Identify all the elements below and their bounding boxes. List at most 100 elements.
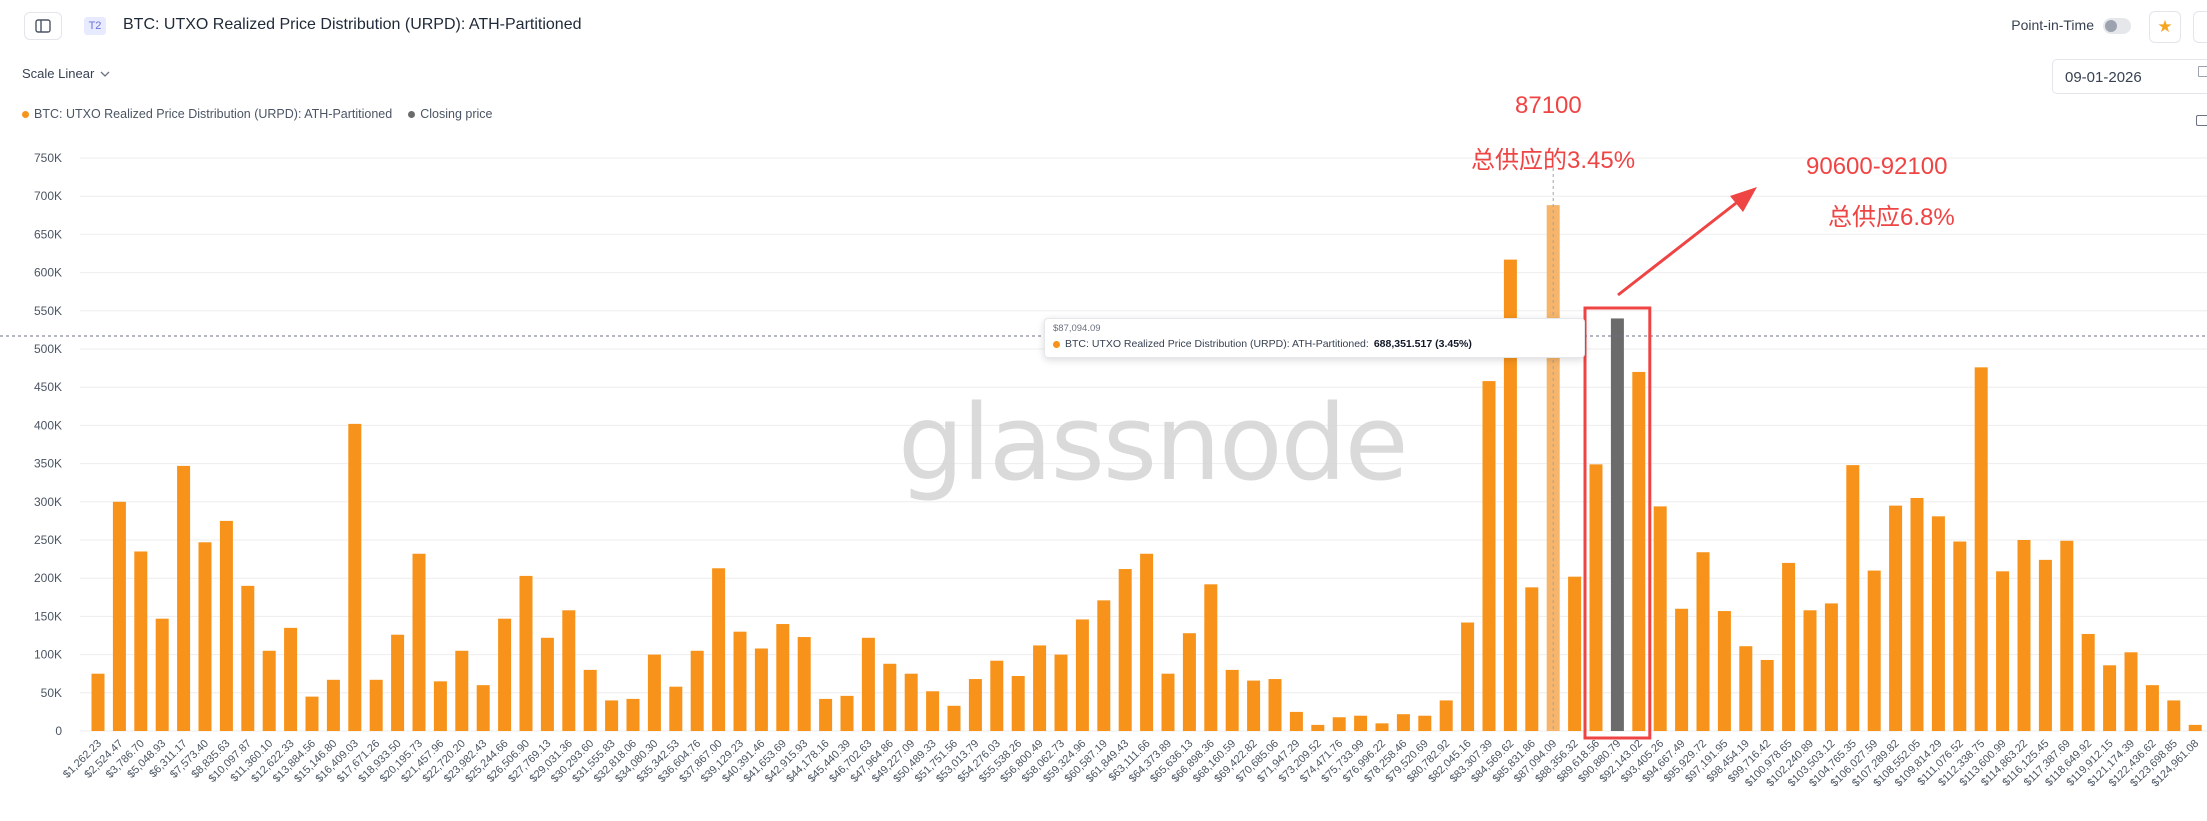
camera-icon[interactable] — [2196, 115, 2207, 126]
bar[interactable] — [797, 637, 811, 731]
bar[interactable] — [2167, 700, 2181, 731]
bar[interactable] — [947, 705, 961, 731]
bar[interactable] — [1354, 715, 1368, 731]
share-button[interactable] — [2193, 11, 2207, 43]
bar[interactable] — [326, 679, 340, 731]
bar[interactable] — [990, 660, 1004, 731]
bar[interactable] — [1225, 669, 1239, 731]
bar[interactable] — [1632, 371, 1646, 731]
bar[interactable] — [1760, 659, 1774, 731]
favorite-button[interactable]: ★ — [2149, 11, 2181, 43]
bar[interactable] — [1396, 714, 1410, 731]
bar[interactable] — [412, 553, 426, 731]
bar[interactable] — [2145, 685, 2159, 731]
bar[interactable] — [626, 698, 640, 731]
bar[interactable] — [583, 669, 597, 731]
bar[interactable] — [2038, 559, 2052, 731]
legend-item-closing-price[interactable]: Closing price — [408, 107, 492, 121]
bar[interactable] — [647, 654, 661, 731]
scale-dropdown[interactable]: Scale Linear — [22, 66, 110, 81]
bar[interactable] — [904, 673, 918, 731]
bar[interactable] — [1033, 645, 1047, 731]
bar[interactable] — [498, 618, 512, 731]
bar[interactable] — [112, 501, 126, 731]
bar[interactable] — [1803, 610, 1817, 731]
bar[interactable] — [819, 698, 833, 731]
bar[interactable] — [776, 624, 790, 731]
bar[interactable] — [1503, 259, 1517, 731]
bar[interactable] — [1097, 600, 1111, 731]
bar[interactable] — [1439, 700, 1453, 731]
bar[interactable] — [134, 551, 148, 731]
bar[interactable] — [1247, 680, 1261, 731]
bar[interactable] — [840, 695, 854, 731]
bar[interactable] — [391, 634, 405, 731]
bar[interactable] — [733, 631, 747, 731]
bar[interactable] — [1589, 464, 1603, 731]
legend-item-urpd[interactable]: BTC: UTXO Realized Price Distribution (U… — [22, 107, 392, 121]
bar[interactable] — [219, 520, 233, 731]
bar[interactable] — [1824, 603, 1838, 731]
bar[interactable] — [883, 663, 897, 731]
bar[interactable] — [1910, 497, 1924, 731]
bar[interactable] — [1782, 562, 1796, 731]
bar[interactable] — [262, 650, 276, 731]
bar[interactable] — [1675, 608, 1689, 731]
bar[interactable] — [1867, 570, 1881, 731]
bar[interactable] — [1996, 571, 2010, 731]
bar[interactable] — [519, 575, 533, 731]
bar[interactable] — [2060, 540, 2074, 731]
bar[interactable] — [1289, 711, 1303, 731]
bar[interactable] — [1568, 576, 1582, 731]
bar[interactable] — [1461, 622, 1475, 731]
bar[interactable] — [1846, 465, 1860, 731]
bar[interactable] — [2103, 665, 2117, 731]
bar[interactable] — [2081, 633, 2095, 731]
bar[interactable] — [1011, 675, 1025, 731]
bar[interactable] — [1118, 569, 1132, 731]
bar[interactable] — [1739, 646, 1753, 731]
bar[interactable] — [1268, 679, 1282, 731]
bar[interactable] — [2124, 652, 2138, 731]
sidebar-toggle-button[interactable] — [24, 12, 62, 40]
bar[interactable] — [2188, 724, 2202, 731]
bar[interactable] — [476, 685, 490, 731]
bar[interactable] — [1075, 619, 1089, 731]
bar[interactable] — [305, 696, 319, 731]
point-in-time-toggle[interactable] — [2103, 18, 2131, 34]
date-picker[interactable]: 09-01-2026 — [2052, 59, 2207, 94]
bar[interactable] — [1161, 673, 1175, 731]
bar[interactable] — [369, 679, 383, 731]
closing-price-bar[interactable] — [1610, 318, 1624, 731]
bar[interactable] — [1182, 633, 1196, 731]
bar[interactable] — [1311, 724, 1325, 731]
bar[interactable] — [455, 650, 469, 731]
bar[interactable] — [562, 610, 576, 731]
bar[interactable] — [1653, 506, 1667, 731]
bar[interactable] — [198, 542, 212, 731]
bar[interactable] — [1931, 516, 1945, 731]
bar[interactable] — [690, 650, 704, 731]
bar[interactable] — [754, 648, 768, 731]
bar[interactable] — [1332, 717, 1346, 731]
bar[interactable] — [1974, 367, 1988, 731]
bar[interactable] — [968, 679, 982, 731]
bar[interactable] — [1717, 611, 1731, 731]
bar[interactable] — [1953, 541, 1967, 731]
bar[interactable] — [348, 423, 362, 731]
bar[interactable] — [284, 627, 298, 731]
bar[interactable] — [177, 465, 191, 731]
bar[interactable] — [1375, 723, 1389, 731]
bar[interactable] — [2017, 540, 2031, 731]
bar[interactable] — [540, 637, 554, 731]
bar[interactable] — [1525, 587, 1539, 731]
bar[interactable] — [605, 700, 619, 731]
bar[interactable] — [1696, 552, 1710, 731]
bar[interactable] — [241, 585, 255, 731]
bar[interactable] — [1482, 381, 1496, 731]
bar[interactable] — [155, 618, 169, 731]
bar[interactable] — [926, 691, 940, 731]
bar[interactable] — [433, 681, 447, 731]
bar[interactable] — [1140, 553, 1154, 731]
bar[interactable] — [1054, 654, 1068, 731]
